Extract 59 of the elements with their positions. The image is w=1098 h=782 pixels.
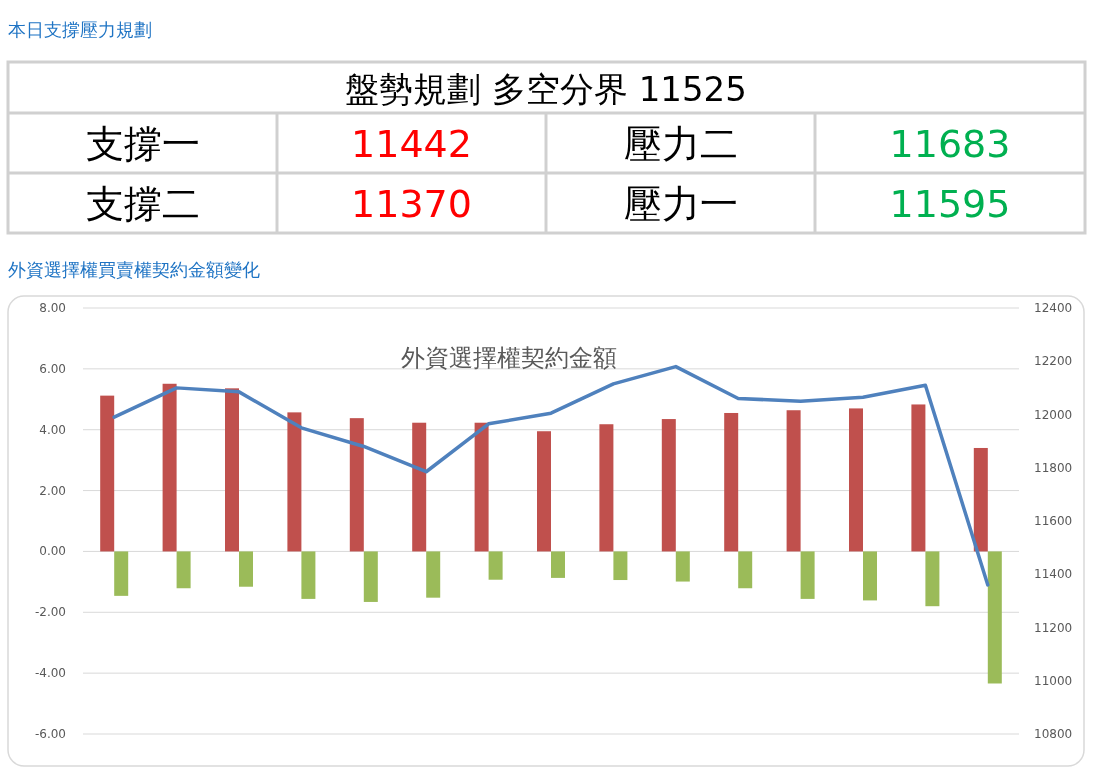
- y-tick-label: -6.00: [34, 727, 66, 741]
- y2-tick-label: 12200: [1034, 354, 1073, 369]
- y2-tick-label: 11600: [1034, 514, 1073, 528]
- text: 支撐二: [85, 182, 200, 226]
- text: 壓力二: [623, 122, 738, 166]
- bar: [100, 395, 115, 552]
- text: 支撐一: [85, 122, 200, 166]
- bar: [301, 551, 316, 599]
- bar: [738, 551, 753, 589]
- y-tick-label: 8.00: [39, 301, 66, 315]
- text: 11683: [889, 122, 1011, 166]
- bar: [363, 551, 378, 602]
- bar: [551, 551, 565, 578]
- chart-title: 外資選擇權買賣權契約金額變化: [8, 259, 260, 280]
- bar: [488, 551, 503, 580]
- y-tick-label: 4.00: [39, 422, 66, 437]
- y-tick-label: -2.00: [34, 605, 66, 620]
- bar: [412, 422, 427, 552]
- bar: [724, 412, 739, 552]
- y-tick-label: 0.00: [39, 544, 66, 559]
- y-tick-label: 2.00: [39, 483, 66, 498]
- bar: [863, 551, 877, 601]
- bar: [114, 551, 129, 596]
- y-tick-label: 6.00: [39, 361, 66, 376]
- y2-tick-label: 12400: [1034, 301, 1073, 315]
- bar: [162, 383, 177, 552]
- bar: [675, 551, 690, 582]
- bar: [599, 424, 614, 552]
- text: 11442: [351, 122, 472, 166]
- text: 盤勢規劃 多空分界 11525: [345, 69, 747, 109]
- bar: [287, 412, 302, 552]
- bar: [987, 551, 1002, 684]
- bar: [225, 388, 239, 552]
- bar: [426, 551, 441, 598]
- bar: [349, 418, 364, 552]
- y-tick-label: -4.00: [34, 666, 66, 681]
- y2-tick-label: 11800: [1034, 460, 1073, 475]
- bar: [537, 431, 551, 552]
- text: 本日支撐壓力規劃: [8, 19, 152, 40]
- y2-tick-label: 11200: [1034, 620, 1073, 635]
- bar: [800, 551, 815, 599]
- bar: [176, 551, 191, 589]
- bar: [661, 419, 676, 552]
- bar: [911, 404, 926, 552]
- bar: [786, 410, 801, 552]
- bar: [849, 408, 863, 552]
- bar: [474, 422, 489, 552]
- y2-tick-label: 11000: [1034, 673, 1073, 688]
- y2-tick-label: 10800: [1034, 727, 1073, 741]
- y2-tick-label: 12000: [1034, 407, 1073, 422]
- bar: [239, 551, 253, 587]
- bar: [925, 551, 940, 607]
- text: 11370: [351, 182, 472, 226]
- text: 外資選擇權契約金額: [401, 344, 617, 372]
- y2-tick-label: 11400: [1034, 567, 1073, 582]
- text: 壓力一: [623, 182, 738, 226]
- bar: [973, 447, 988, 552]
- bar: [613, 551, 628, 581]
- text: 11595: [889, 182, 1011, 226]
